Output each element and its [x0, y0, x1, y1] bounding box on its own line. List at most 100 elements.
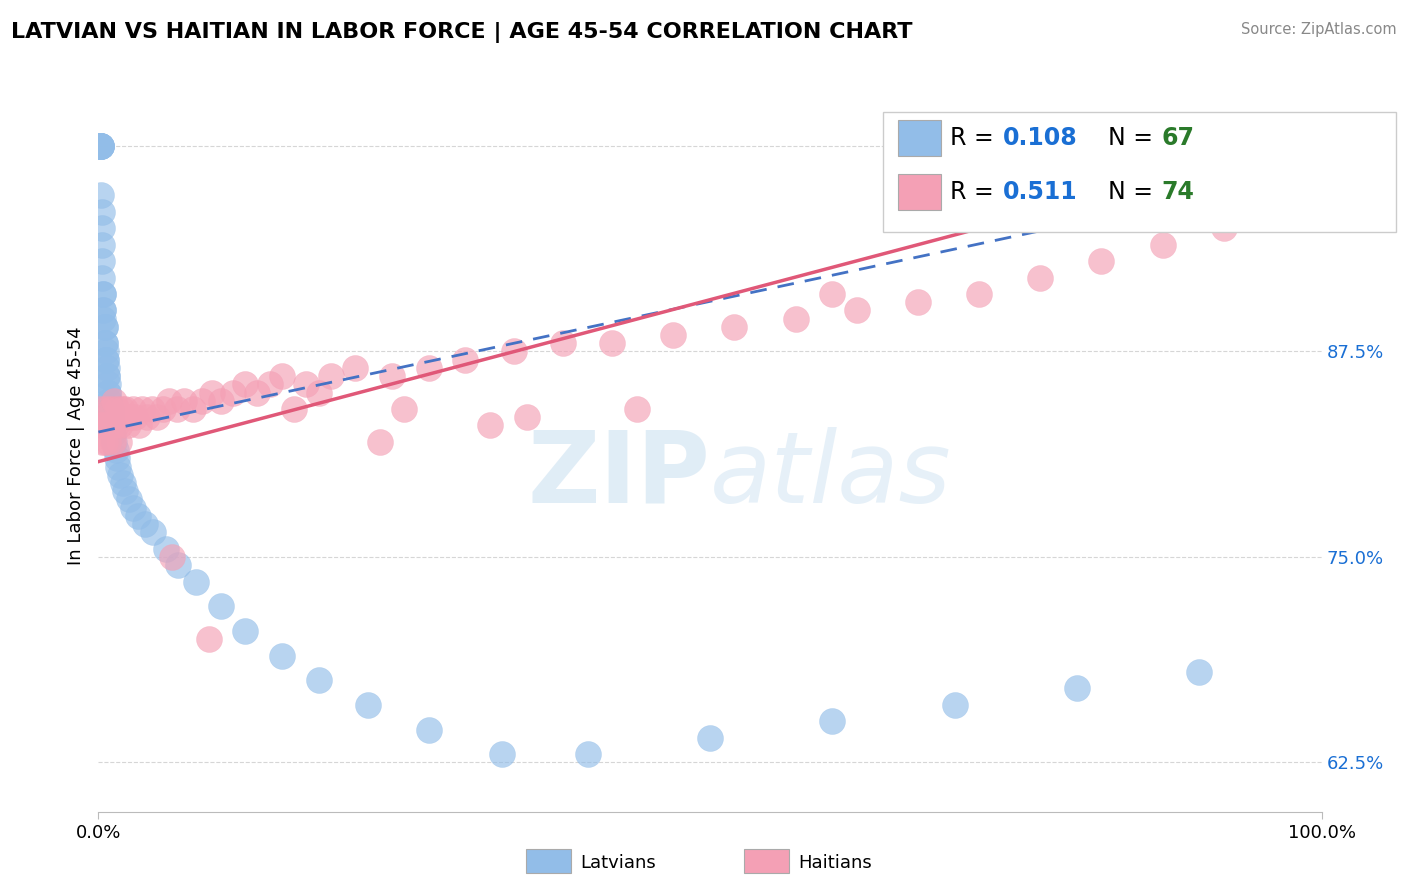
Point [821, 714, 844, 729]
Point [91, 434, 114, 449]
Point [107, 410, 129, 425]
Point [381, 369, 404, 384]
Text: N =: N = [1108, 127, 1160, 150]
Point [93, 336, 115, 351]
Point [117, 418, 139, 433]
Point [91, 418, 114, 433]
Point [141, 402, 163, 417]
Point [943, 698, 966, 712]
Text: R =: R = [950, 180, 1001, 203]
Point [233, 377, 256, 392]
Point [173, 393, 195, 408]
Point [160, 549, 183, 564]
Point [146, 410, 169, 425]
Point [209, 599, 232, 614]
Point [93, 434, 115, 449]
Point [91, 270, 114, 285]
Point [201, 385, 224, 400]
Text: 0.108: 0.108 [1002, 127, 1077, 150]
Point [136, 410, 159, 425]
Point [97, 385, 120, 400]
Text: Source: ZipAtlas.com: Source: ZipAtlas.com [1240, 22, 1396, 37]
Point [94, 402, 117, 417]
Point [1152, 237, 1174, 252]
Point [142, 525, 165, 540]
Point [111, 402, 134, 417]
Point [907, 295, 929, 310]
Text: ZIP: ZIP [527, 426, 710, 524]
Point [1188, 665, 1211, 679]
Point [308, 673, 330, 688]
Point [186, 574, 208, 589]
Point [785, 311, 807, 326]
Point [98, 402, 121, 417]
Point [114, 402, 136, 417]
Point [454, 352, 477, 367]
Point [91, 303, 114, 318]
Point [127, 508, 149, 523]
Point [105, 451, 128, 466]
Point [94, 352, 117, 367]
Point [91, 303, 114, 318]
Point [121, 500, 143, 515]
Point [134, 517, 156, 532]
Point [89, 402, 111, 417]
Point [100, 402, 122, 417]
Point [503, 344, 526, 359]
Point [90, 188, 112, 202]
Point [101, 434, 124, 449]
Point [91, 287, 114, 301]
Point [1029, 270, 1052, 285]
Point [104, 418, 127, 433]
Point [98, 418, 121, 433]
Point [114, 484, 136, 499]
Text: atlas: atlas [710, 426, 952, 524]
Point [845, 303, 868, 318]
Point [94, 344, 117, 359]
Point [209, 393, 232, 408]
Text: 0.511: 0.511 [1002, 180, 1077, 203]
Point [222, 385, 245, 400]
Point [821, 287, 844, 301]
Text: LATVIAN VS HAITIAN IN LABOR FORCE | AGE 45-54 CORRELATION CHART: LATVIAN VS HAITIAN IN LABOR FORCE | AGE … [11, 22, 912, 44]
Point [96, 369, 118, 384]
Point [967, 287, 990, 301]
Point [600, 336, 623, 351]
Point [259, 377, 281, 392]
Text: Latvians: Latvians [581, 855, 657, 872]
Point [118, 492, 141, 507]
Point [103, 393, 125, 408]
Point [308, 385, 330, 400]
Point [626, 402, 648, 417]
Point [124, 410, 146, 425]
Text: 74: 74 [1161, 180, 1194, 203]
Point [319, 369, 342, 384]
Point [1286, 139, 1309, 153]
Point [100, 410, 122, 425]
Point [576, 747, 599, 762]
Point [270, 648, 294, 663]
Point [157, 393, 180, 408]
Point [105, 402, 128, 417]
Point [93, 319, 115, 334]
Point [553, 336, 575, 351]
Point [98, 393, 121, 408]
Point [152, 402, 174, 417]
Point [197, 632, 219, 647]
Point [90, 139, 112, 153]
Point [356, 698, 378, 712]
Point [101, 426, 124, 441]
Point [93, 319, 115, 334]
Point [104, 443, 127, 458]
Point [91, 287, 114, 301]
Point [96, 360, 118, 375]
Point [478, 418, 501, 433]
Point [110, 467, 132, 482]
Point [93, 336, 115, 351]
Point [90, 139, 112, 153]
Point [233, 624, 256, 638]
Point [100, 402, 122, 417]
Point [101, 418, 124, 433]
Point [96, 418, 118, 433]
Point [491, 747, 513, 762]
